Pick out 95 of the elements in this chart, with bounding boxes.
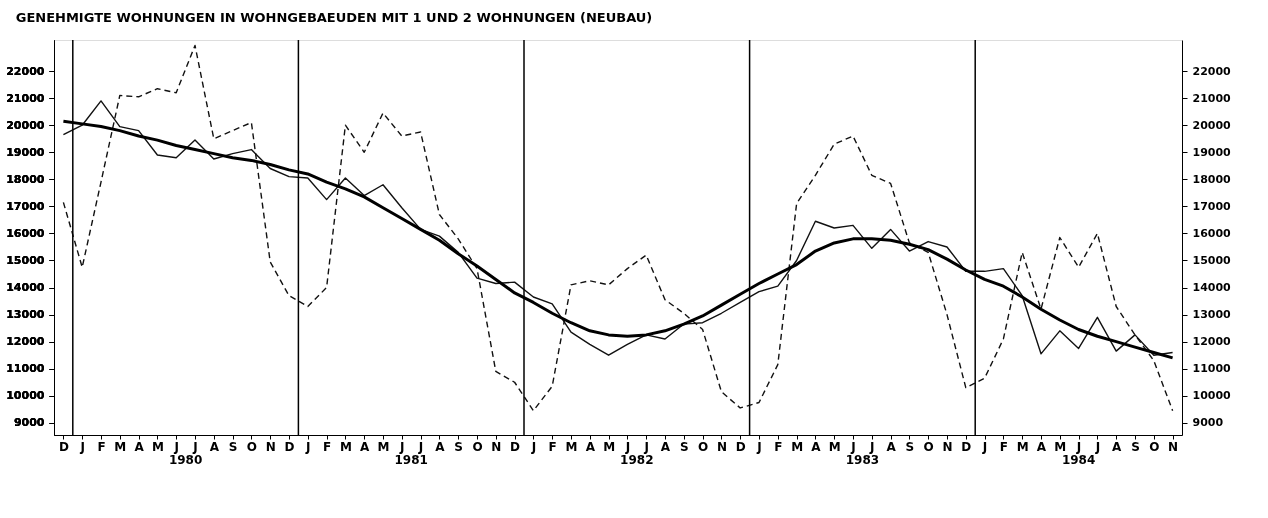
y-tick-label: 13000 bbox=[6, 308, 45, 322]
x-tick-label: M bbox=[603, 439, 616, 454]
x-tick-label: A bbox=[811, 439, 822, 454]
chart-title: GENEHMIGTE WOHNUNGEN IN WOHNGEBAEUDEN MIT 1 UND 2 WOHNUNGEN (NEUBAU) bbox=[15, 10, 653, 26]
x-tick-label: M bbox=[151, 439, 164, 454]
x-tick-label: N bbox=[1168, 439, 1179, 454]
x-tick-label: A bbox=[435, 439, 446, 454]
x-tick-label: J bbox=[756, 439, 762, 454]
x-tick-label: J bbox=[850, 439, 856, 454]
y-tick-label: 10000 bbox=[6, 389, 45, 403]
x-tick-label: F bbox=[774, 439, 783, 454]
x-tick-label: J bbox=[530, 439, 537, 454]
x-tick-label: O bbox=[1149, 439, 1160, 454]
x-tick-label: D bbox=[510, 439, 521, 454]
x-tick-label: M bbox=[791, 439, 804, 454]
x-tick-label: M bbox=[114, 439, 127, 454]
x-tick-label: F bbox=[323, 439, 332, 454]
x-tick-label: M bbox=[1054, 439, 1067, 454]
y2-tick-label: 20000 bbox=[1192, 118, 1232, 132]
y2-tick-label: 10000 bbox=[1192, 389, 1232, 403]
y2-tick-label: 22000 bbox=[1192, 64, 1232, 78]
x-tick-label: J bbox=[981, 439, 988, 454]
x-tick-label: S bbox=[679, 439, 689, 454]
y2-tick-label: 11000 bbox=[1192, 362, 1232, 376]
x-tick-label: F bbox=[97, 439, 106, 454]
x-tick-label: J bbox=[305, 439, 311, 454]
x-tick-label: M bbox=[828, 439, 841, 454]
y-tick-label: 22000 bbox=[6, 64, 45, 78]
text: 1980 bbox=[168, 453, 203, 467]
x-tick-label: D bbox=[961, 439, 972, 454]
x-tick-label: M bbox=[1016, 439, 1029, 454]
x-tick-label: A bbox=[134, 439, 145, 454]
x-tick-label: S bbox=[905, 439, 915, 454]
y-tick-label: 16000 bbox=[6, 226, 45, 240]
y2-tick-label: 17000 bbox=[1192, 199, 1232, 213]
x-tick-label: M bbox=[377, 439, 390, 454]
y-tick-label: 21000 bbox=[6, 91, 45, 105]
x-tick-label: N bbox=[942, 439, 953, 454]
y2-tick-label: 14000 bbox=[1192, 281, 1232, 295]
y2-tick-label: 13000 bbox=[1192, 308, 1232, 322]
x-tick-label: A bbox=[1036, 439, 1047, 454]
x-tick-label: A bbox=[209, 439, 220, 454]
x-tick-label: N bbox=[491, 439, 502, 454]
x-tick-label: A bbox=[660, 439, 671, 454]
text: 1983 bbox=[845, 453, 880, 467]
x-tick-label: M bbox=[339, 439, 352, 454]
y-tick-label: 11000 bbox=[6, 362, 45, 376]
x-tick-label: A bbox=[1112, 439, 1123, 454]
y2-tick-label: 18000 bbox=[1192, 172, 1232, 186]
y-tick-label: 20000 bbox=[6, 118, 45, 132]
x-tick-label: J bbox=[869, 439, 875, 454]
x-tick-label: J bbox=[1075, 439, 1082, 454]
y2-tick-label: 12000 bbox=[1192, 335, 1232, 349]
text: 1981 bbox=[394, 453, 428, 467]
x-tick-label: S bbox=[228, 439, 238, 454]
y-tick-label: 18000 bbox=[6, 172, 45, 186]
x-tick-label: J bbox=[1094, 439, 1101, 454]
y2-tick-label: 16000 bbox=[1192, 226, 1232, 240]
x-tick-label: N bbox=[716, 439, 727, 454]
x-tick-label: O bbox=[923, 439, 934, 454]
x-tick-label: O bbox=[698, 439, 709, 454]
x-tick-label: F bbox=[548, 439, 557, 454]
x-tick-label: A bbox=[360, 439, 371, 454]
x-tick-label: N bbox=[265, 439, 276, 454]
y-tick-label: 17000 bbox=[6, 199, 45, 213]
y-tick-label: 15000 bbox=[6, 254, 45, 267]
x-tick-label: S bbox=[1131, 439, 1140, 454]
x-tick-label: J bbox=[643, 439, 649, 454]
x-tick-label: O bbox=[472, 439, 483, 454]
x-tick-label: D bbox=[58, 439, 69, 454]
y2-tick-label: 9000 bbox=[1192, 416, 1224, 430]
text: 1984 bbox=[1061, 453, 1096, 467]
y2-tick-label: 21000 bbox=[1192, 91, 1232, 105]
x-tick-label: O bbox=[246, 439, 257, 454]
x-tick-label: J bbox=[417, 439, 424, 454]
x-tick-label: J bbox=[624, 439, 631, 454]
y2-tick-label: 19000 bbox=[1192, 145, 1232, 159]
x-tick-label: M bbox=[565, 439, 578, 454]
text: 1982 bbox=[620, 453, 654, 467]
x-tick-label: D bbox=[284, 439, 295, 454]
y-tick-label: 12000 bbox=[6, 335, 45, 349]
y-tick-label: 14000 bbox=[6, 281, 45, 295]
line-series bbox=[62, 44, 1174, 412]
x-tick-label: J bbox=[173, 439, 179, 454]
y-tick-label: 19000 bbox=[6, 145, 45, 159]
x-tick-label: D bbox=[735, 439, 746, 454]
y2-tick-label: 15000 bbox=[1192, 254, 1232, 267]
x-tick-label: F bbox=[999, 439, 1008, 454]
x-tick-label: A bbox=[585, 439, 596, 454]
x-tick-label: J bbox=[399, 439, 405, 454]
y-tick-label: 9000 bbox=[13, 416, 45, 430]
x-tick-label: A bbox=[886, 439, 897, 454]
x-tick-label: J bbox=[192, 439, 198, 454]
x-tick-label: S bbox=[454, 439, 464, 454]
x-tick-label: J bbox=[79, 439, 85, 454]
